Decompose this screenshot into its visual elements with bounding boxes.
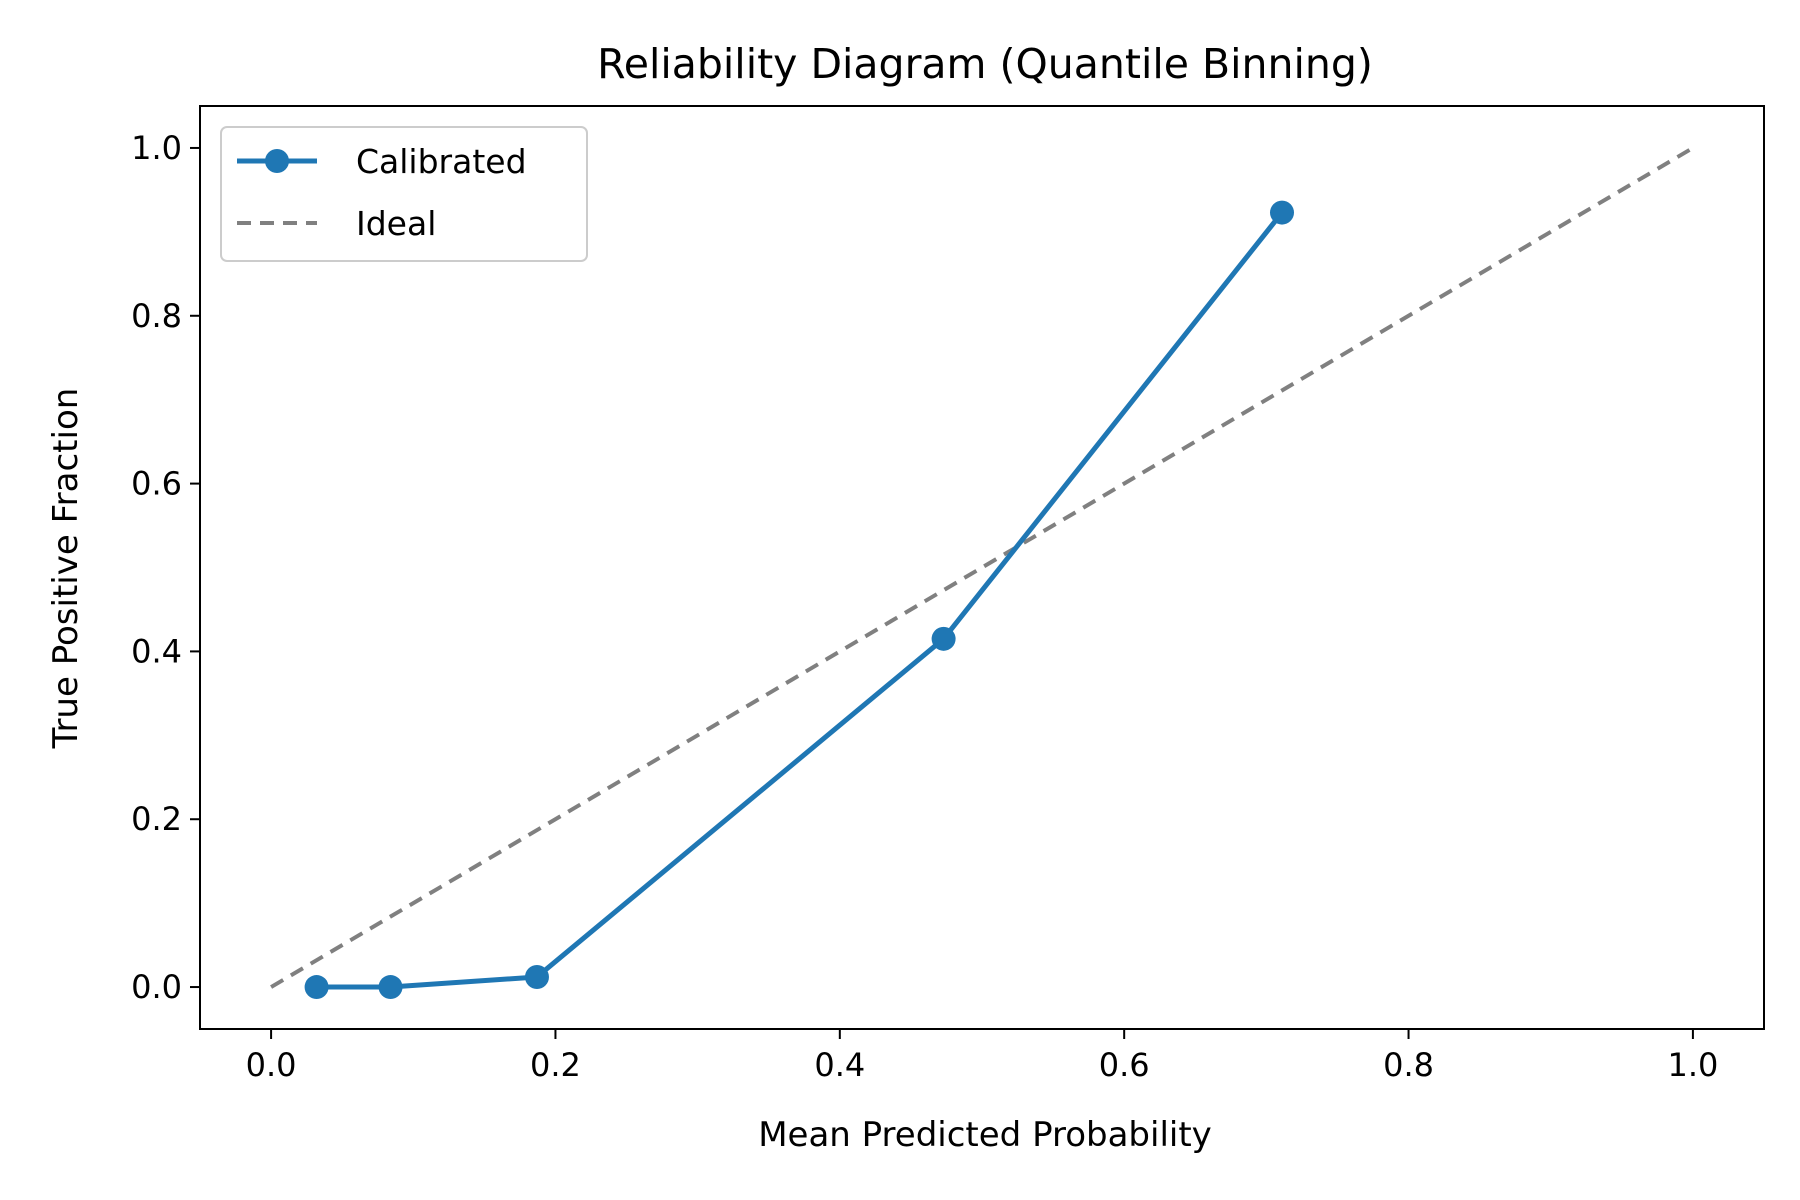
x-tick-label: 1.0: [1667, 1046, 1718, 1084]
x-axis-label: Mean Predicted Probability: [758, 1115, 1212, 1155]
y-tick-label: 0.6: [131, 465, 182, 503]
y-tick-label: 0.8: [131, 297, 182, 335]
calibrated-point[interactable]: [931, 626, 956, 651]
plot-area: [270, 146, 1694, 1000]
y-axis-ticks: 0.0 0.2 0.4 0.6 0.8 1.0: [131, 129, 200, 1006]
y-tick-label: 0.4: [131, 632, 182, 670]
legend-ideal-label: Ideal: [356, 204, 436, 243]
axes-frame: [199, 105, 1765, 1030]
x-tick-label: 0.2: [530, 1046, 581, 1084]
x-axis-ticks: 0.0 0.2 0.4 0.6 0.8 1.0: [246, 1029, 1718, 1084]
y-axis-label: True Positive Fraction: [46, 388, 86, 750]
calibrated-point[interactable]: [378, 975, 403, 1000]
x-tick-label: 0.4: [814, 1046, 865, 1084]
x-tick-label: 0.0: [246, 1046, 297, 1084]
calibrated-point[interactable]: [304, 975, 329, 1000]
y-tick-label: 1.0: [131, 129, 182, 167]
x-tick-label: 0.6: [1099, 1046, 1150, 1084]
calibrated-point[interactable]: [1270, 200, 1295, 225]
y-tick-label: 0.2: [131, 800, 182, 838]
calibrated-point[interactable]: [524, 964, 549, 989]
x-tick-label: 0.8: [1383, 1046, 1434, 1084]
chart-title: Reliability Diagram (Quantile Binning): [597, 40, 1373, 88]
legend-calibrated-marker: [265, 149, 289, 173]
legend-calibrated-label: Calibrated: [356, 142, 527, 181]
legend[interactable]: Calibrated Ideal: [220, 126, 588, 262]
y-tick-label: 0.0: [131, 968, 182, 1006]
